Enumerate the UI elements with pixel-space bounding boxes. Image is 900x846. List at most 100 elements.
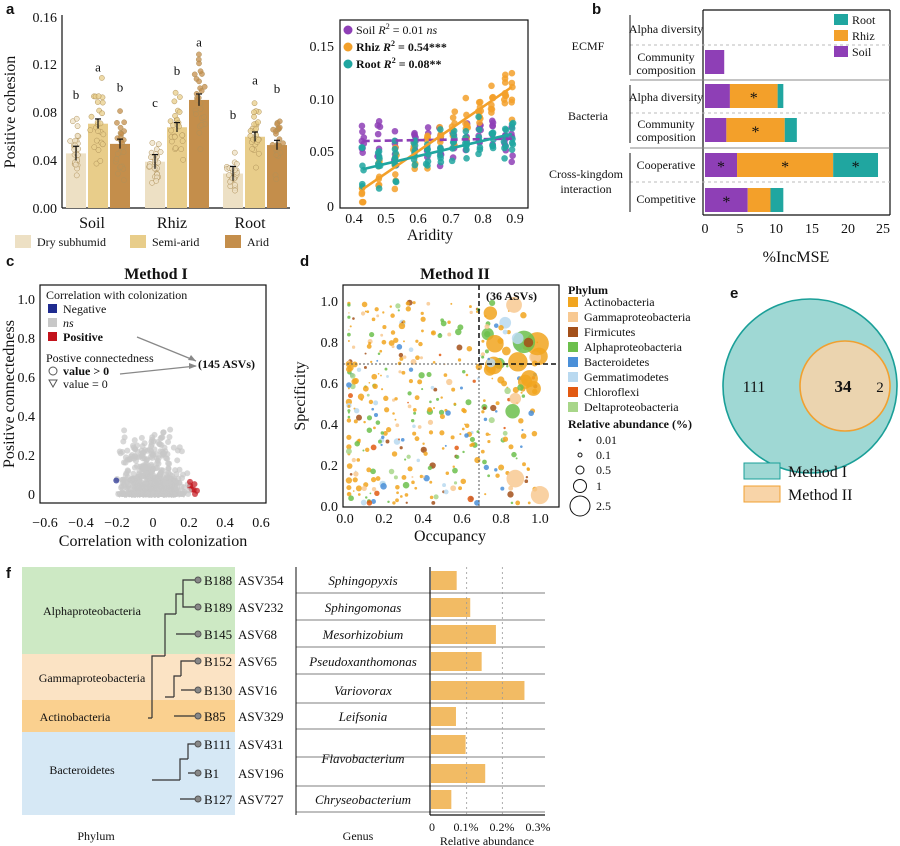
point-ns [153,485,160,492]
point-alphaproteobacteria [387,500,390,504]
point-actinobacteria [407,466,413,472]
d-legend: Phylum ActinobacteriaGammaproteobacteria… [568,283,692,517]
point-root [411,137,419,144]
b-legend: Root Rhiz Soil [834,13,876,59]
c-xticks: −0.6 −0.4 −0.2 0 0.2 0.4 0.6 [32,516,269,531]
legend-label: Actinobacteria [584,295,655,309]
point-actinobacteria [382,311,385,314]
point-soil [509,152,516,160]
point-soil [424,124,432,131]
point-alphaproteobacteria [515,457,518,460]
point-ns [155,491,162,497]
point-gammaproteobacteria [351,345,356,349]
point-root [462,127,470,135]
d-xtick: 0.4 [414,512,432,527]
point-firmicutes [524,479,529,484]
point-alphaproteobacteria [469,436,475,443]
b-xtick: 20 [841,222,855,237]
point-actinobacteria [520,312,527,319]
point-ns [138,434,145,441]
point-firmicutes [363,366,367,369]
point-actinobacteria [485,432,490,437]
point-actinobacteria [388,340,395,346]
point-soil [374,130,382,138]
point-actinobacteria [420,316,426,322]
point-root [475,126,483,133]
legend-dot-rhiz [343,42,353,52]
leaf-asv: ASV68 [238,627,277,642]
legend-swatch-rhiz [834,30,848,41]
jitter-point [95,147,102,153]
c-ytick: 0.8 [18,332,36,347]
leaf-asv: ASV232 [238,600,284,615]
point-gammaproteobacteria [480,352,486,357]
point-actinobacteria [418,341,423,347]
point-alphaproteobacteria [487,474,491,478]
point-actinobacteria [366,310,370,314]
a-left-y-ticks: 0.00 0.04 0.08 0.12 0.16 [33,11,58,217]
jitter-point [180,156,186,163]
point-gammaproteobacteria [402,355,407,359]
point-actinobacteria [439,430,445,436]
point-bacteroidetes [371,499,376,504]
point-positive [193,487,200,494]
b-row-label: Community [637,50,694,64]
bar-segment-root [777,84,784,108]
point-bacteroidetes [396,344,403,350]
a-right-marks [358,69,517,206]
point-actinobacteria [347,340,350,342]
point-rhiz [462,120,469,127]
size-legend-circle [569,495,591,517]
a-right-ytick: 0.10 [310,93,335,108]
a-right-xtick: 0.4 [345,212,363,227]
point-alphaproteobacteria [436,397,440,401]
panel-a-left: a 0.00 0.04 0.08 0.12 0.16 Positive cohe… [2,1,290,249]
d-ytick: 0.6 [321,377,339,392]
point-root [476,144,484,151]
point-actinobacteria [421,329,424,333]
b-xtick: 15 [805,222,819,237]
point-root [489,129,497,137]
point-soil [358,122,366,130]
genus-label: Mesorhizobium [322,627,404,642]
point-ns [177,491,184,497]
tree-leaf-node [194,576,202,584]
point-chloroflexi [454,445,459,451]
point-actinobacteria [383,430,388,436]
jitter-point [95,128,101,134]
c-legend-title: Correlation with colonization [46,288,187,302]
point-ns [165,460,172,467]
point-actinobacteria [368,399,374,405]
d-frame [342,284,560,508]
point-gammaproteobacteria [371,486,377,492]
point-firmicutes [433,387,438,392]
point-gammaproteobacteria [506,297,522,313]
point-root [448,157,456,165]
point-actinobacteria [483,306,498,320]
legend-swatch-actinobacteria [568,297,578,307]
point-root [358,144,366,151]
point-root [489,142,497,150]
jitter-point [74,123,81,129]
jitter-point [73,172,80,179]
legend-swatch-semi [130,235,146,248]
jitter-point [99,110,105,117]
point-gammaproteobacteria [419,356,424,360]
point-alphaproteobacteria [347,411,350,414]
significance-star: * [852,159,860,176]
point-actinobacteria [402,320,406,324]
point-gemmatimodetes [479,354,481,357]
point-actinobacteria [450,435,455,440]
point-actinobacteria [385,427,392,433]
jitter-point [255,150,262,157]
significance-letter: b [274,81,281,96]
point-actinobacteria [368,381,371,384]
point-actinobacteria [390,313,395,318]
point-actinobacteria [353,419,358,424]
point-actinobacteria [429,480,433,484]
point-root [463,155,470,162]
c-title: Method I [124,266,188,283]
tree-leaf-node [194,603,202,611]
tree-leaf-node [194,657,202,665]
jitter-point [276,118,283,125]
